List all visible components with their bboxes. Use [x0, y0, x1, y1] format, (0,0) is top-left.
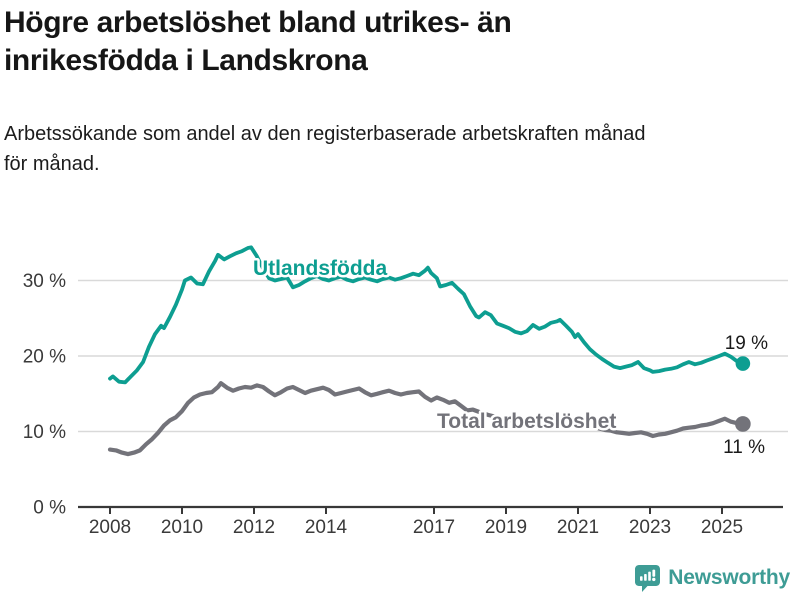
page-title: Högre arbetslöshet bland utrikes- än inr… — [4, 4, 784, 80]
series-line-total-arbetsloshet — [107, 381, 746, 457]
x-tick-label: 2010 — [161, 517, 203, 538]
subtitle-line-2: för månad. — [4, 153, 100, 175]
brand-name: Newsworthy — [668, 566, 790, 589]
x-tick-label: 2021 — [557, 517, 599, 538]
title-line-1: Högre arbetslöshet bland utrikes- än — [4, 6, 512, 39]
y-tick-label: 10 % — [23, 422, 66, 443]
series-end-label: 11 % — [723, 437, 765, 458]
x-tick-label: 2012 — [233, 517, 275, 538]
series-endpoint-dot — [735, 416, 751, 432]
chart-subtitle: Arbetssökande som andel av den registerb… — [4, 119, 784, 179]
y-tick-label: 20 % — [23, 347, 66, 368]
series-inline-label: Utlandsfödda — [253, 257, 387, 280]
x-tick-label: 2014 — [305, 517, 348, 538]
x-tick-label: 2023 — [629, 517, 671, 538]
y-tick-label: 30 % — [23, 271, 66, 292]
title-line-2: inrikesfödda i Landskrona — [4, 44, 368, 78]
x-tick-label: 2008 — [89, 517, 131, 538]
y-tick-label: 0 % — [33, 498, 66, 519]
x-tick-label: 2017 — [413, 517, 455, 538]
series-end-label: 19 % — [725, 333, 768, 354]
series-endpoint-dot — [735, 356, 751, 371]
series-line-utlandsfodda — [108, 245, 745, 385]
x-tick-label: 2019 — [485, 517, 527, 538]
x-tick-label: 2025 — [701, 517, 743, 538]
series-inline-label: Total arbetslöshet — [437, 410, 616, 433]
subtitle-line-1: Arbetssökande som andel av den registerb… — [4, 123, 646, 145]
newsworthy-logo: Newsworthy — [634, 563, 790, 593]
newsworthy-chart-bubble-icon — [635, 565, 661, 592]
